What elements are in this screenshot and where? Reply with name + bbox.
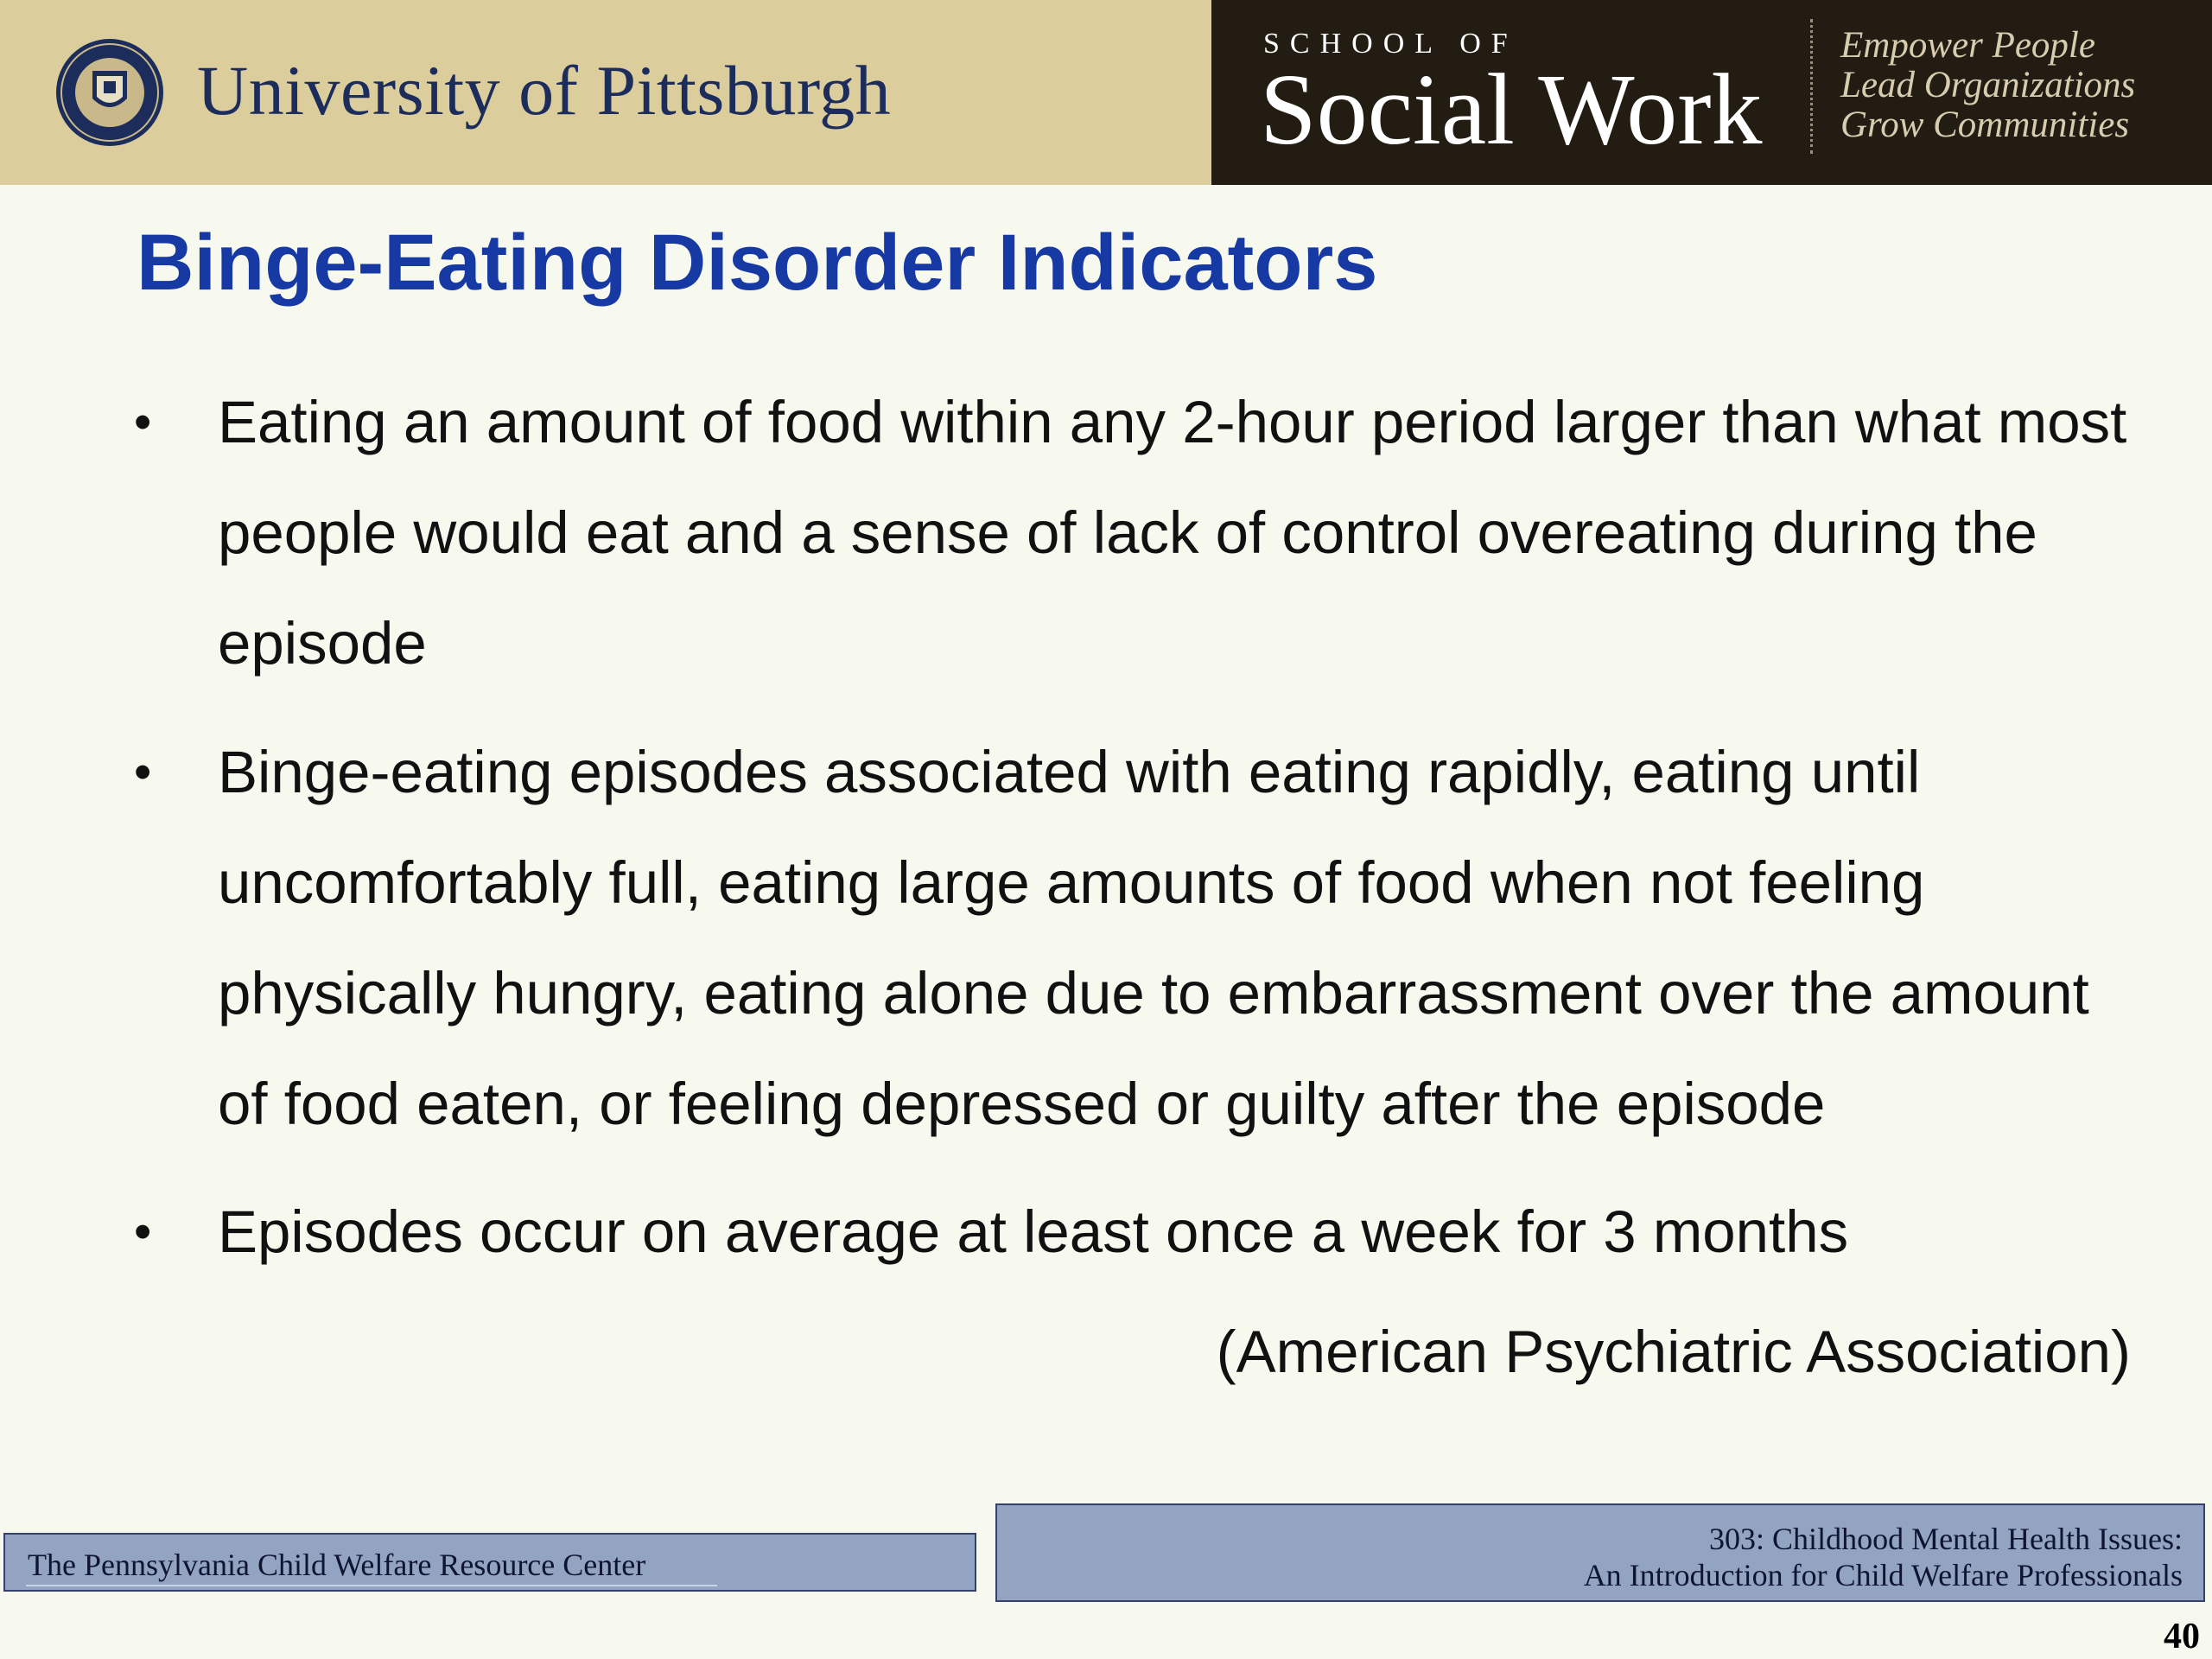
page-number: 40 (2164, 1617, 2200, 1656)
university-seal-icon (54, 36, 166, 149)
tagline-line: Empower People (1840, 25, 2095, 66)
header-university-band (0, 0, 1211, 185)
bullet-marker: • (134, 394, 152, 450)
bullet-marker: • (134, 1204, 152, 1260)
school-tagline: Empower People Lead Organizations Grow C… (1840, 26, 2135, 145)
bullet-text: Binge-eating episodes associated with ea… (218, 739, 2089, 1137)
footer-underline (26, 1585, 717, 1586)
bullet-text: Episodes occur on average at least once … (218, 1198, 1849, 1265)
citation: (American Psychiatric Association) (1216, 1319, 2131, 1385)
footer-course-title: 303: Childhood Mental Health Issues: (1709, 1522, 2183, 1556)
bullet-text: Eating an amount of food within any 2-ho… (218, 389, 2127, 677)
header-school-band (1211, 0, 2212, 185)
footer-course-subtitle: An Introduction for Child Welfare Profes… (1583, 1558, 2183, 1592)
slide-title: Binge-Eating Disorder Indicators (137, 219, 1378, 307)
tagline-line: Grow Communities (1840, 105, 2130, 145)
header-divider (1810, 19, 1813, 154)
footer-organization: The Pennsylvania Child Welfare Resource … (28, 1548, 646, 1582)
tagline-line: Lead Organizations (1840, 65, 2136, 105)
footer-course-box: 303: Childhood Mental Health Issues: An … (995, 1503, 2205, 1602)
university-name: University of Pittsburgh (197, 51, 892, 130)
school-name: Social Work (1260, 53, 1763, 166)
footer-organization-box: The Pennsylvania Child Welfare Resource … (3, 1533, 976, 1592)
school-of-label: SCHOOL OF (1263, 28, 1518, 60)
bullet-marker: • (134, 744, 152, 800)
